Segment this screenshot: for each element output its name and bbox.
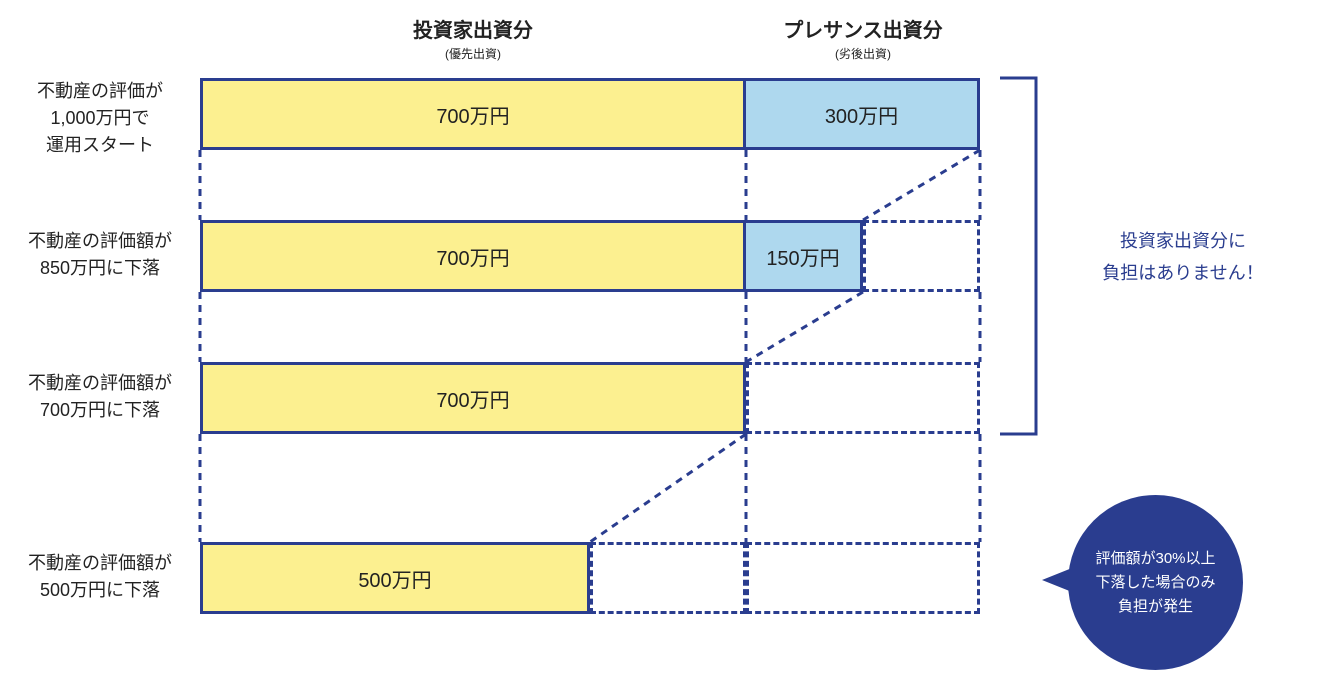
- row3-label: 不動産の評価額が 700万円に下落: [10, 370, 190, 424]
- row1-blue-bar: 300万円: [743, 78, 980, 150]
- header-investor-sub: (優先出資): [200, 45, 746, 62]
- row2-dashed-remainder: [863, 220, 980, 292]
- row4-label: 不動産の評価額が 500万円に下落: [10, 550, 190, 604]
- row4-dashed-remainder-a: [590, 542, 746, 614]
- row3-yellow-bar: 700万円: [200, 362, 746, 434]
- header-presence-label: プレサンス出資分: [783, 20, 943, 42]
- row2-blue-bar: 150万円: [743, 220, 863, 292]
- row2-label: 不動産の評価額が 850万円に下落: [10, 228, 190, 282]
- header-investor: 投資家出資分 (優先出資): [200, 14, 746, 62]
- row3-yellow-value: 700万円: [436, 384, 509, 413]
- callout-line1: 投資家出資分に: [1120, 231, 1246, 251]
- row2-yellow-value: 700万円: [436, 242, 509, 271]
- row4-dashed-remainder-b: [746, 542, 980, 614]
- row4-yellow-value: 500万円: [358, 564, 431, 593]
- header-presence: プレサンス出資分 (劣後出資): [746, 14, 980, 62]
- info-bubble: 評価額が30%以上 下落した場合のみ 負担が発生: [1068, 495, 1243, 670]
- row3-dashed-remainder: [746, 362, 980, 434]
- row1-label: 不動産の評価が 1,000万円で 運用スタート: [10, 78, 190, 159]
- row2-yellow-bar: 700万円: [200, 220, 746, 292]
- header-investor-label: 投資家出資分: [413, 20, 533, 42]
- callout-text: 投資家出資分に 負担はありません！: [1068, 225, 1298, 290]
- callout-line2: 負担はありません！: [1102, 263, 1263, 283]
- row1-yellow-value: 700万円: [436, 100, 509, 129]
- row2-blue-value: 150万円: [766, 242, 839, 271]
- row4-yellow-bar: 500万円: [200, 542, 590, 614]
- header-presence-sub: (劣後出資): [746, 45, 980, 62]
- row1-blue-value: 300万円: [825, 100, 898, 129]
- row1-yellow-bar: 700万円: [200, 78, 746, 150]
